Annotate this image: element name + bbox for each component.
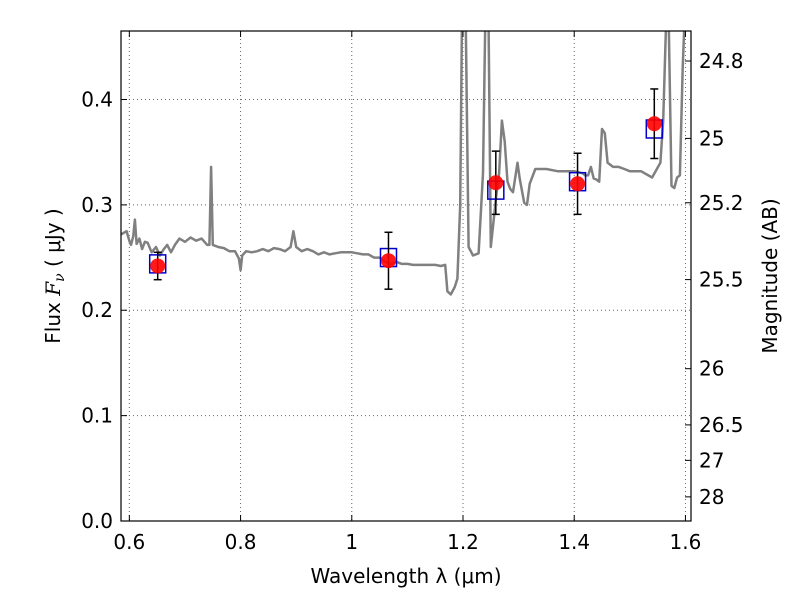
observed-point bbox=[488, 175, 504, 191]
x-tick-label: 1 bbox=[345, 530, 358, 554]
y-axis-right-label: Magnitude (AB) bbox=[758, 198, 782, 353]
model-spectrum-line bbox=[121, 31, 686, 296]
y-tick-label: 0.2 bbox=[81, 298, 113, 322]
right-tick-label: 27 bbox=[699, 448, 724, 472]
x-tick-label: 0.6 bbox=[113, 530, 145, 554]
y-tick-label: 0.1 bbox=[81, 404, 113, 428]
ticks: 0.6 0.8 1 1.2 1.4 1.6 0.0 0.1 0.2 0.3 0.4 24.8 25 25.… bbox=[81, 31, 744, 554]
observed-point bbox=[646, 116, 662, 132]
x-tick-label: 1.4 bbox=[558, 530, 590, 554]
x-tick-label: 0.8 bbox=[225, 530, 257, 554]
right-tick-label: 25.5 bbox=[699, 268, 744, 292]
y-label-suffix: ( μJy ) bbox=[41, 208, 65, 273]
right-tick-label: 25 bbox=[699, 126, 724, 150]
x-axis-label: Wavelength λ (μm) bbox=[310, 564, 501, 588]
y-label-sub: ν bbox=[52, 273, 68, 282]
y-axis-left-label: Flux Fν ( μJy ) bbox=[41, 208, 68, 343]
right-tick-label: 26.5 bbox=[699, 413, 744, 437]
observed-point bbox=[570, 176, 586, 192]
right-tick-label: 25.2 bbox=[699, 191, 744, 215]
svg-text:Flux Fν ( μJy ): Flux Fν ( μJy ) bbox=[41, 208, 68, 343]
right-tick-label: 24.8 bbox=[699, 49, 744, 73]
y-tick-label: 0.3 bbox=[81, 193, 113, 217]
observed-point bbox=[380, 253, 396, 269]
right-tick-label: 26 bbox=[699, 357, 724, 381]
observed-point bbox=[150, 258, 166, 274]
right-tick-label: 28 bbox=[699, 485, 724, 509]
plot-frame bbox=[120, 30, 692, 522]
plot-background bbox=[121, 31, 691, 521]
x-tick-label: 1.2 bbox=[447, 530, 479, 554]
y-tick-label: 0.0 bbox=[81, 509, 113, 533]
y-label-math: F bbox=[41, 281, 65, 297]
x-tick-label: 1.6 bbox=[670, 530, 702, 554]
data-layer bbox=[121, 31, 686, 296]
y-label-prefix: Flux bbox=[41, 296, 65, 344]
y-tick-label: 0.4 bbox=[81, 87, 113, 111]
